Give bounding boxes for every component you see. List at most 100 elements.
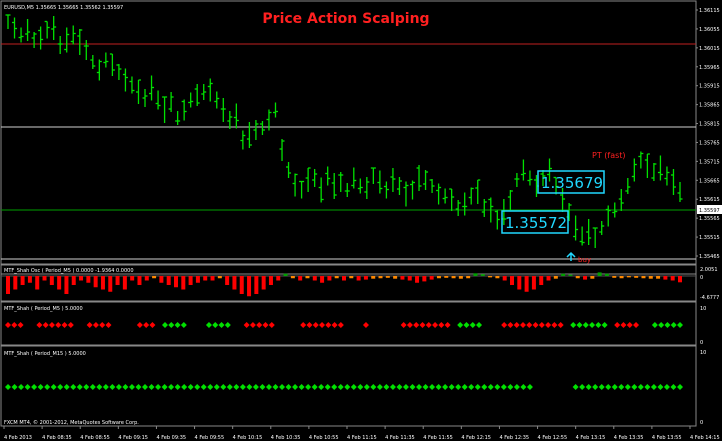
dot-green [200,384,207,390]
dot-red [626,322,633,328]
pt-fast-label: PT (fast) [592,151,626,160]
dot-green [670,384,677,390]
osc-histogram-bar [458,276,463,279]
dot-green [226,384,233,390]
dot-red [300,322,307,328]
osc-histogram-bar [663,276,668,280]
dot-green [207,384,214,390]
dot-green [168,384,175,390]
price-tick-label: 1.36055 [699,27,720,33]
dot-green [115,384,122,390]
osc-histogram-bar [363,276,368,280]
osc-histogram-bar [473,273,478,276]
dot-green [311,384,318,390]
time-tick-label: 4 Feb 09:15 [118,435,148,441]
osc-histogram-bar [436,276,441,279]
osc-histogram-bar [553,276,558,279]
price-tick-label: 1.36115 [699,8,720,14]
buy-arrow-icon [566,251,576,261]
time-tick-label: 4 Feb 11:35 [385,435,415,441]
dot-red [268,322,275,328]
osc-histogram-bar [144,276,149,281]
osc-histogram-bar [166,276,171,285]
dot-green [468,384,475,390]
osc-histogram-bar [298,276,303,281]
dot-green [76,384,83,390]
dot-red [5,322,11,328]
time-tick-label: 4 Feb 08:35 [42,435,72,441]
price-tick-label: 1.35765 [699,140,720,146]
annotation-upper-text: 1.35679 [541,174,603,192]
dot-green [239,384,246,390]
dot-red [519,322,526,328]
dot-red [526,322,533,328]
osc-histogram-bar [561,273,566,276]
dot-green [246,384,253,390]
osc-histogram-bar [568,274,573,276]
osc-histogram-bar [254,276,259,294]
dot-green [461,384,468,390]
osc-histogram-bar [422,276,427,282]
dot-green [305,384,312,390]
dot-green [70,384,77,390]
dot-red [48,322,55,328]
osc-histogram-bar [261,276,266,290]
price-tick-label: 1.35465 [699,254,720,260]
price-tick-label: 1.36015 [699,46,720,52]
dot-green [128,384,135,390]
osc-histogram-bar [35,276,40,290]
osc-histogram-bar [400,276,405,280]
dot-red [406,322,413,328]
osc-histogram-bar [283,273,288,276]
osc-histogram-bar [276,276,281,281]
dot-green [442,384,449,390]
dot-green [595,322,602,328]
dot-green [265,384,272,390]
dot-green [422,384,429,390]
dot-green [168,322,175,328]
price-tick-label: 1.35515 [699,235,720,241]
dot-green [494,384,501,390]
osc-histogram-bar [510,276,514,285]
dot-green [148,384,155,390]
dot-green [409,384,416,390]
dots-panel-1-frame [0,301,697,346]
dots-row-1 [5,322,683,328]
dot-green [507,384,514,390]
dot-green [57,384,64,390]
dot-green [396,384,403,390]
time-tick-label: 4 Feb 10:15 [233,435,263,441]
time-tick-label: 4 Feb 13:35 [614,435,644,441]
osc-histogram-bar [130,276,135,281]
time-tick-label: 4 Feb 14:15 [690,435,720,441]
osc-histogram-bar [188,276,193,285]
time-tick-label: 4 Feb 12:55 [538,435,568,441]
osc-histogram-bar [502,276,507,281]
dot-green [162,322,169,328]
osc-histogram-bar [583,276,588,280]
osc-histogram-bar [356,276,361,281]
dot-red [92,322,99,328]
osc-histogram-bar [290,276,295,279]
dot-red [42,322,49,328]
dot-green [481,384,488,390]
dot-green [252,384,259,390]
osc-histogram-bar [181,276,186,290]
dot-green [224,322,231,328]
dot-red [362,322,369,328]
osc-histogram-bar [71,276,76,285]
dot-green [487,384,494,390]
dot-green [500,384,507,390]
dots-1-axis-bottom: 0 [700,340,703,346]
osc-histogram-bar [612,276,617,278]
dot-green [664,322,671,328]
dot-green [376,384,383,390]
dot-green [318,384,325,390]
osc-histogram-bar [590,276,595,279]
osc-histogram-bar [451,276,456,279]
dot-green [605,384,612,390]
osc-histogram-bar [195,276,200,283]
osc-histogram-bar [349,276,354,279]
